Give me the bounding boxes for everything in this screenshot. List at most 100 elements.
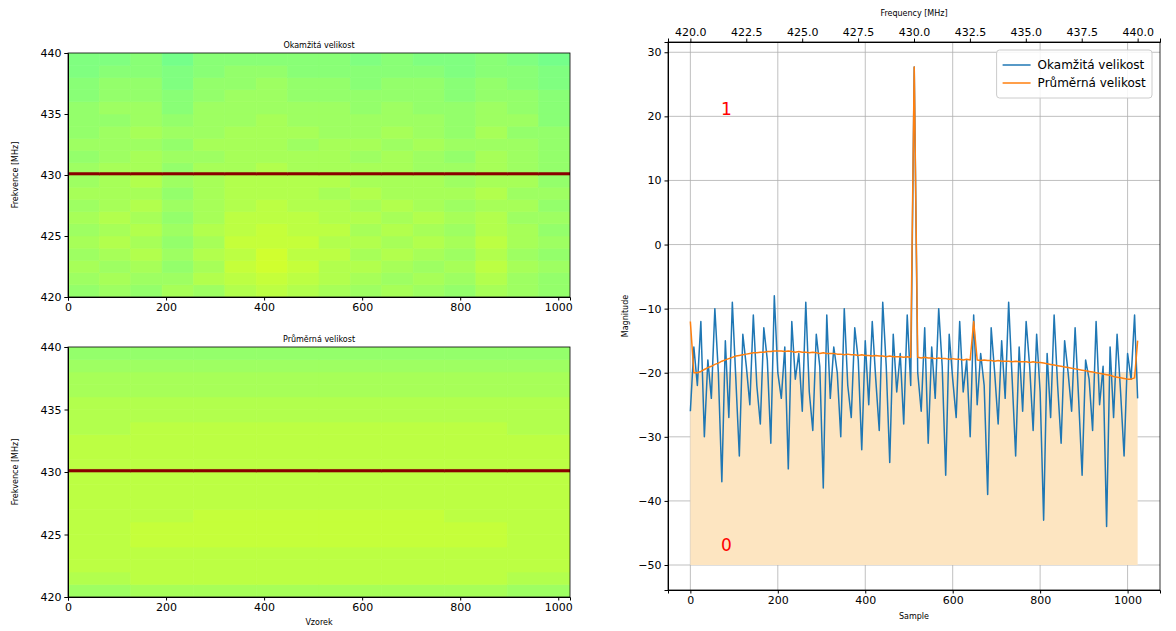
heatmap-cell	[382, 560, 445, 573]
heatmap-cell	[413, 172, 444, 175]
heatmap-cell	[350, 260, 381, 272]
heatmap-cell	[256, 65, 287, 77]
tick-mark	[65, 175, 69, 176]
heatmap-cell	[445, 77, 476, 89]
heatmap-cell	[350, 65, 381, 77]
heatmap-cell	[288, 138, 319, 150]
heatmap-cell	[99, 248, 130, 260]
heatmap-cell	[539, 224, 570, 236]
heatmap-cell	[382, 77, 413, 89]
tick: 425	[41, 230, 69, 243]
heatmap-cell	[319, 522, 382, 535]
heatmap-cell	[68, 435, 131, 448]
tick: 200	[768, 590, 789, 607]
tick-label: 425	[41, 529, 62, 542]
heatmap-cell	[382, 53, 413, 65]
heatmap-cell	[319, 102, 350, 114]
heatmap-cells	[68, 347, 570, 597]
heatmap-cell	[68, 236, 99, 248]
tick: 437.5	[1066, 26, 1098, 43]
heatmap-cell	[413, 151, 444, 163]
heatmap-cell	[131, 485, 194, 498]
heatmap-cell	[445, 151, 476, 163]
heatmap-cell	[256, 90, 287, 102]
heatmap-cell	[256, 535, 319, 548]
tick-mark	[1026, 39, 1027, 43]
heatmap-cell	[256, 102, 287, 114]
tick-mark	[65, 236, 69, 237]
heatmap-cell	[131, 126, 162, 138]
heatmap-cell	[413, 53, 444, 65]
tick: 600	[352, 297, 373, 314]
heatmap-cell	[319, 65, 350, 77]
heatmap-cell	[225, 175, 256, 187]
heatmap-cell	[539, 273, 570, 285]
heatmap-cell	[68, 163, 99, 172]
tick: 1000	[545, 597, 573, 614]
heatmap-cell	[68, 422, 131, 435]
heatmap-cell	[194, 126, 225, 138]
heatmap-cell	[99, 199, 130, 211]
heatmap-cell	[445, 273, 476, 285]
heatmap-cell	[445, 585, 508, 598]
heatmap-cell	[382, 469, 445, 472]
heatmap-cell	[256, 460, 319, 469]
tick: 0	[65, 597, 72, 614]
heatmap-cell	[445, 460, 508, 469]
heatmap-cell	[507, 260, 538, 272]
x-axis-line	[669, 591, 1161, 594]
heatmap-cell	[382, 248, 413, 260]
heatmap-cell	[539, 175, 570, 187]
heatmap-cell	[319, 224, 350, 236]
heatmap-cell	[413, 260, 444, 272]
heatmap-cell	[413, 187, 444, 199]
heatmap-cell	[413, 273, 444, 285]
tick-mark	[746, 39, 747, 43]
heatmap-cell	[507, 102, 538, 114]
heatmap-cell	[445, 385, 508, 398]
tick-label: 20	[648, 110, 662, 123]
tick-mark	[665, 437, 669, 438]
heatmap-cell	[225, 273, 256, 285]
heatmap-cell	[445, 535, 508, 548]
heatmap-cell	[68, 273, 99, 285]
heatmap-cell	[256, 472, 319, 485]
tick-label: −50	[638, 559, 661, 572]
y-axis: 420425430435440	[41, 341, 69, 604]
heatmap-cell	[288, 90, 319, 102]
x-axis: 02004006008001000	[65, 297, 573, 314]
tick: 427.5	[843, 26, 875, 43]
heatmap-cell	[476, 212, 507, 224]
heatmap-cell	[131, 236, 162, 248]
heatmap-cell	[256, 163, 287, 172]
tick-mark	[865, 590, 866, 594]
tick-mark	[362, 597, 363, 601]
y-axis-title: Frekvence [MHz]	[11, 439, 20, 506]
heatmap-cell	[382, 497, 445, 510]
heatmap-cell	[68, 224, 99, 236]
heatmap-cell	[476, 102, 507, 114]
heatmap-cell	[319, 212, 350, 224]
heatmap-cell	[319, 435, 382, 448]
heatmap-cell	[99, 187, 130, 199]
heatmap-cell	[288, 65, 319, 77]
heatmap-cell	[350, 138, 381, 150]
heatmap-cell	[68, 522, 131, 535]
heatmap-cell	[382, 187, 413, 199]
heatmap-cell	[225, 102, 256, 114]
heatmap-cell	[68, 126, 99, 138]
heatmap-cell	[99, 114, 130, 126]
heatmap-cell	[382, 236, 413, 248]
heatmap-cell	[162, 187, 193, 199]
heatmap-cell	[194, 90, 225, 102]
heatmap-cell	[445, 212, 476, 224]
heatmap-cell	[476, 236, 507, 248]
heatmap-cell	[256, 360, 319, 373]
heatmap-cell	[162, 260, 193, 272]
heatmap-cell	[539, 77, 570, 89]
x-axis: 02004006008001000	[669, 590, 1161, 607]
tick: 435.0	[1011, 26, 1043, 43]
heatmap-cell	[382, 65, 413, 77]
tick: −40	[638, 495, 668, 508]
heatmap-cell	[319, 372, 382, 385]
